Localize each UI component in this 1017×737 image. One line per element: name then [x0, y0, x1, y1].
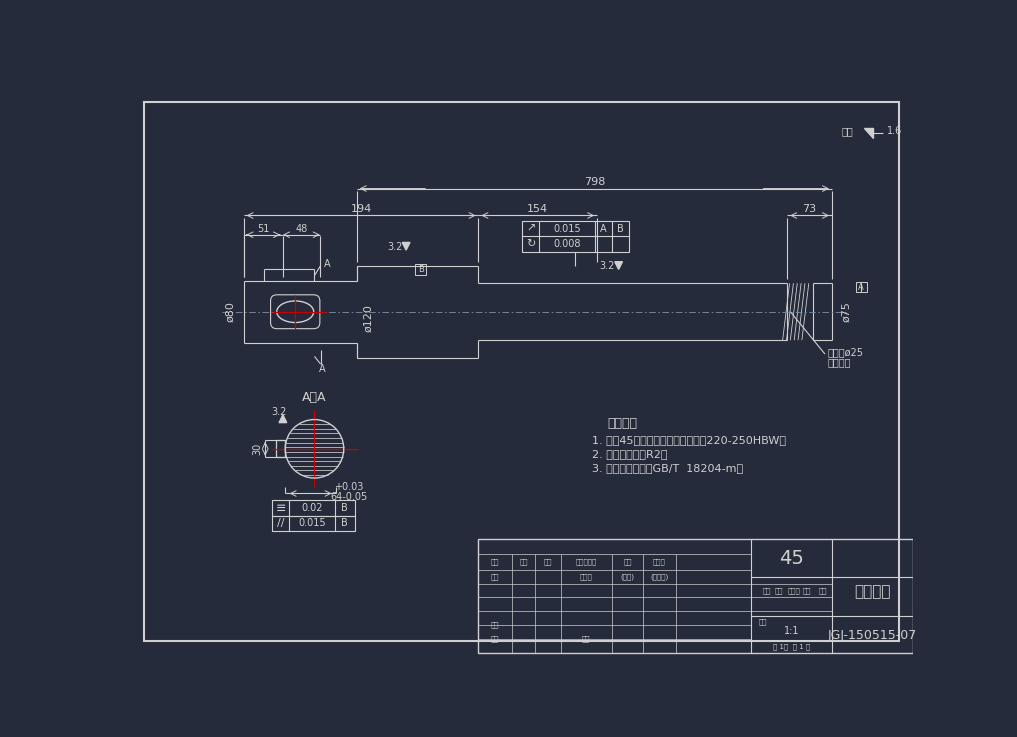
Text: 更改文件号: 更改文件号: [576, 559, 597, 565]
Text: (年月日): (年月日): [650, 573, 668, 580]
Text: 1:1: 1:1: [784, 626, 799, 636]
Bar: [273, 516, 355, 531]
Text: A: A: [858, 282, 864, 292]
Text: B: B: [418, 265, 424, 274]
Text: 处数: 处数: [520, 559, 528, 565]
Text: 0.015: 0.015: [298, 519, 326, 528]
Text: 审核: 审核: [490, 622, 499, 629]
Text: 年月日: 年月日: [653, 559, 666, 565]
Text: 2. 未注圆角半径R2；: 2. 未注圆角半径R2；: [592, 449, 667, 459]
Text: ↻: ↻: [526, 239, 536, 249]
Bar: [273, 500, 355, 516]
Text: 其余: 其余: [842, 127, 853, 136]
Text: 量准: 量准: [582, 636, 591, 642]
Text: 比例: 比例: [759, 619, 767, 626]
Text: B: B: [616, 223, 623, 234]
Text: 阶段: 阶段: [762, 587, 771, 594]
Text: ø75: ø75: [841, 301, 851, 322]
Text: 标记: 标记: [490, 559, 499, 565]
Bar: [523, 221, 629, 251]
Text: 装配时作: 装配时作: [827, 357, 851, 367]
Text: 锥齿轮轴: 锥齿轮轴: [854, 584, 891, 598]
Bar: [276, 440, 285, 457]
Text: 锥销孔ø25: 锥销孔ø25: [827, 347, 863, 357]
Text: 3.2: 3.2: [599, 262, 614, 271]
Text: A: A: [323, 259, 331, 269]
Text: 154: 154: [527, 204, 548, 214]
Text: 45: 45: [779, 548, 803, 567]
Text: 比例: 比例: [819, 587, 827, 594]
Text: B: B: [341, 519, 348, 528]
Text: 共 1张  第 1 束: 共 1张 第 1 束: [773, 643, 811, 650]
Text: A: A: [600, 223, 606, 234]
Text: 64-0.05: 64-0.05: [331, 492, 368, 502]
Text: ø120: ø120: [363, 304, 373, 332]
Text: 标准司: 标准司: [788, 587, 800, 594]
Text: 重量: 重量: [803, 587, 812, 594]
Polygon shape: [403, 242, 410, 250]
Text: 质量: 质量: [775, 587, 783, 594]
Text: 工艺: 工艺: [490, 636, 499, 642]
Text: ≡: ≡: [276, 502, 286, 514]
Text: ø80: ø80: [225, 301, 235, 322]
Polygon shape: [864, 128, 874, 138]
Bar: [855, 282, 866, 293]
Text: 194: 194: [351, 204, 371, 214]
Text: 1. 材料45钢，调制处理，表面硬度220-250HBW；: 1. 材料45钢，调制处理，表面硬度220-250HBW；: [592, 436, 786, 445]
Text: 51: 51: [256, 224, 270, 234]
Bar: [415, 264, 426, 275]
Text: A: A: [319, 365, 325, 374]
Text: B: B: [341, 503, 348, 513]
Text: 48: 48: [295, 224, 307, 234]
Text: 签名: 签名: [623, 559, 633, 565]
Text: (签名): (签名): [620, 573, 635, 580]
Polygon shape: [279, 415, 287, 422]
Text: 分区: 分区: [543, 559, 552, 565]
Text: 1.6: 1.6: [888, 126, 903, 136]
Text: 3.2: 3.2: [386, 242, 403, 252]
Text: 设计: 设计: [490, 573, 499, 580]
Text: 3. 未注尺寸公差按GB/T  18204-m。: 3. 未注尺寸公差按GB/T 18204-m。: [592, 463, 742, 473]
Text: 3.2: 3.2: [272, 407, 287, 417]
Text: ↗: ↗: [526, 223, 536, 234]
Bar: [478, 539, 913, 653]
Text: 798: 798: [584, 178, 605, 187]
Text: 技术要求: 技术要求: [607, 417, 638, 430]
Text: 0.015: 0.015: [553, 223, 581, 234]
Text: A－A: A－A: [302, 391, 326, 405]
Text: 73: 73: [802, 204, 817, 214]
Text: JGJ-150515-07: JGJ-150515-07: [828, 629, 917, 642]
Text: 标准化: 标准化: [580, 573, 593, 580]
Text: //: //: [277, 519, 285, 528]
Text: 0.008: 0.008: [553, 239, 581, 249]
Text: 0.02: 0.02: [301, 503, 323, 513]
Text: 30: 30: [252, 443, 262, 455]
Text: +0.03: +0.03: [335, 482, 364, 492]
Polygon shape: [614, 262, 622, 270]
